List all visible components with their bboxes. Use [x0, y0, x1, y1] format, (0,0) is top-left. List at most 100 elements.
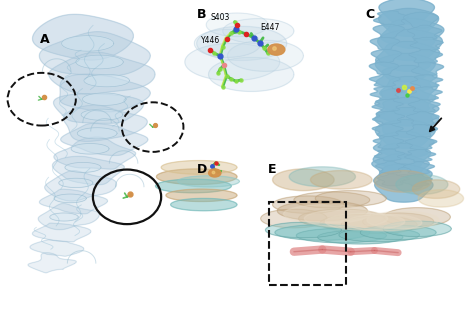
Polygon shape — [39, 189, 108, 214]
Polygon shape — [371, 49, 401, 62]
Polygon shape — [370, 86, 402, 100]
Polygon shape — [156, 169, 237, 184]
Polygon shape — [320, 215, 401, 232]
Polygon shape — [315, 191, 386, 206]
Polygon shape — [375, 120, 435, 148]
Polygon shape — [373, 143, 431, 169]
Polygon shape — [383, 221, 451, 237]
Polygon shape — [318, 230, 403, 244]
Polygon shape — [402, 175, 432, 186]
Polygon shape — [373, 136, 404, 149]
Polygon shape — [289, 167, 356, 187]
Polygon shape — [54, 94, 144, 123]
Circle shape — [268, 44, 285, 55]
Polygon shape — [346, 214, 422, 231]
Polygon shape — [369, 62, 399, 74]
Polygon shape — [273, 169, 334, 191]
Polygon shape — [375, 162, 406, 173]
Polygon shape — [265, 222, 341, 238]
Polygon shape — [60, 74, 150, 112]
Polygon shape — [379, 8, 438, 36]
Polygon shape — [374, 149, 405, 161]
Polygon shape — [310, 170, 372, 189]
Polygon shape — [53, 156, 124, 185]
Polygon shape — [411, 62, 444, 76]
Polygon shape — [379, 0, 435, 24]
Polygon shape — [375, 87, 436, 114]
Polygon shape — [403, 162, 434, 174]
Polygon shape — [166, 189, 237, 202]
Polygon shape — [376, 65, 437, 93]
Polygon shape — [380, 77, 438, 103]
Polygon shape — [223, 19, 294, 43]
Polygon shape — [375, 53, 435, 82]
Polygon shape — [62, 36, 114, 51]
Polygon shape — [360, 225, 436, 240]
Polygon shape — [283, 205, 371, 223]
Polygon shape — [374, 164, 432, 191]
Polygon shape — [372, 154, 429, 180]
Polygon shape — [378, 29, 442, 60]
Polygon shape — [30, 240, 84, 256]
Polygon shape — [178, 176, 239, 187]
Polygon shape — [45, 171, 117, 201]
Polygon shape — [376, 97, 439, 126]
Polygon shape — [376, 42, 440, 71]
Polygon shape — [325, 213, 405, 230]
Polygon shape — [396, 175, 448, 194]
Polygon shape — [304, 210, 388, 227]
Text: D: D — [197, 163, 207, 176]
Polygon shape — [273, 196, 344, 213]
Polygon shape — [407, 112, 439, 125]
Polygon shape — [406, 124, 438, 137]
Polygon shape — [185, 43, 280, 81]
Polygon shape — [33, 14, 133, 60]
Polygon shape — [277, 201, 367, 221]
Polygon shape — [374, 11, 409, 26]
Polygon shape — [412, 180, 460, 198]
Polygon shape — [84, 74, 129, 87]
Polygon shape — [339, 228, 419, 242]
Polygon shape — [410, 37, 443, 51]
Polygon shape — [77, 128, 117, 139]
Polygon shape — [155, 179, 231, 193]
Polygon shape — [404, 149, 436, 162]
Polygon shape — [71, 144, 109, 154]
Polygon shape — [39, 32, 150, 76]
Polygon shape — [370, 37, 400, 50]
Polygon shape — [209, 57, 294, 91]
Polygon shape — [373, 24, 404, 38]
Text: S403: S403 — [211, 12, 230, 22]
Polygon shape — [299, 209, 384, 228]
Text: A: A — [40, 33, 50, 46]
Polygon shape — [408, 25, 442, 40]
Polygon shape — [261, 209, 327, 228]
Polygon shape — [384, 208, 450, 226]
Polygon shape — [381, 19, 444, 48]
Polygon shape — [369, 74, 400, 87]
Polygon shape — [409, 87, 442, 100]
Polygon shape — [161, 161, 237, 174]
Polygon shape — [61, 124, 148, 155]
Polygon shape — [375, 108, 438, 137]
Polygon shape — [418, 190, 464, 207]
Polygon shape — [372, 124, 403, 136]
Text: Y446: Y446 — [201, 36, 220, 45]
Bar — [269, 202, 346, 285]
Polygon shape — [81, 109, 123, 120]
Polygon shape — [296, 228, 386, 243]
Polygon shape — [363, 213, 434, 230]
Polygon shape — [49, 52, 155, 94]
Polygon shape — [377, 174, 408, 186]
Polygon shape — [375, 175, 433, 202]
Polygon shape — [63, 105, 147, 141]
Polygon shape — [76, 55, 123, 69]
Polygon shape — [54, 194, 86, 203]
Polygon shape — [341, 216, 417, 233]
Polygon shape — [50, 213, 78, 221]
Polygon shape — [294, 192, 370, 208]
Text: B: B — [197, 8, 206, 21]
Polygon shape — [374, 131, 434, 159]
Polygon shape — [275, 225, 370, 240]
Polygon shape — [206, 13, 268, 37]
